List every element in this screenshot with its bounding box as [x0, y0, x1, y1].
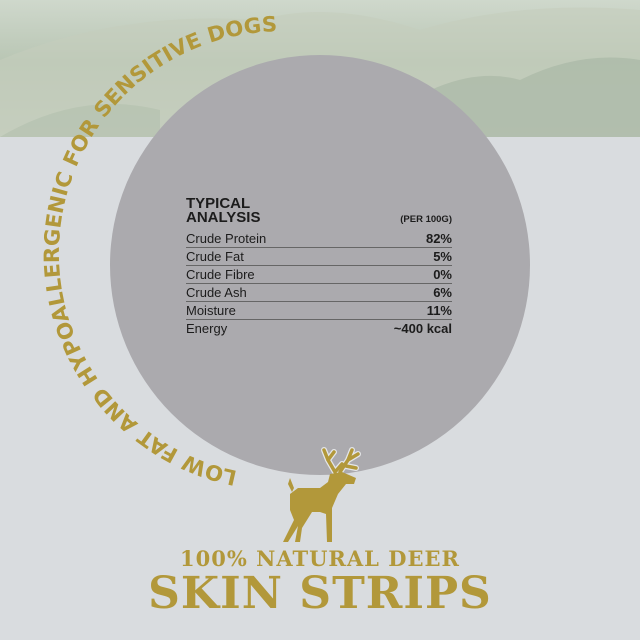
row-label: Crude Ash	[186, 285, 247, 300]
analysis-title: TYPICAL ANALYSIS	[186, 195, 261, 226]
table-row: Energy ~400 kcal	[186, 321, 452, 337]
row-value: ~400 kcal	[393, 321, 452, 336]
row-value: 11%	[426, 303, 452, 318]
product-name: SKIN STRIPS	[148, 568, 492, 619]
typical-analysis-table: TYPICAL ANALYSIS (PER 100G) Crude Protei…	[186, 195, 452, 338]
per-100g-label: (PER 100G)	[400, 214, 452, 225]
row-label: Crude Protein	[186, 231, 267, 246]
row-label: Moisture	[186, 303, 236, 318]
row-value: 0%	[433, 267, 452, 282]
arc-tagline-text: LOW FAT AND HYPOALLERGENIC FOR SENSITIVE…	[40, 12, 278, 489]
row-label: Crude Fat	[186, 249, 244, 264]
deer-icon	[283, 447, 361, 542]
title-line-2: ANALYSIS	[186, 209, 261, 226]
table-row: Crude Fibre 0%	[186, 267, 452, 284]
row-value: 82%	[425, 231, 452, 246]
row-value: 5%	[433, 249, 452, 264]
table-row: Moisture 11%	[186, 303, 452, 320]
table-row: Crude Fat 5%	[186, 249, 452, 266]
product-subtitle: 100% NATURAL DEER	[180, 546, 460, 571]
title-line-1: TYPICAL	[186, 195, 251, 212]
row-label: Energy	[186, 321, 228, 336]
row-value: 6%	[433, 285, 452, 300]
row-label: Crude Fibre	[186, 267, 255, 282]
arc-tagline: LOW FAT AND HYPOALLERGENIC FOR SENSITIVE…	[40, 12, 278, 489]
table-row: Crude Protein 82%	[186, 231, 452, 248]
table-row: Crude Ash 6%	[186, 285, 452, 302]
